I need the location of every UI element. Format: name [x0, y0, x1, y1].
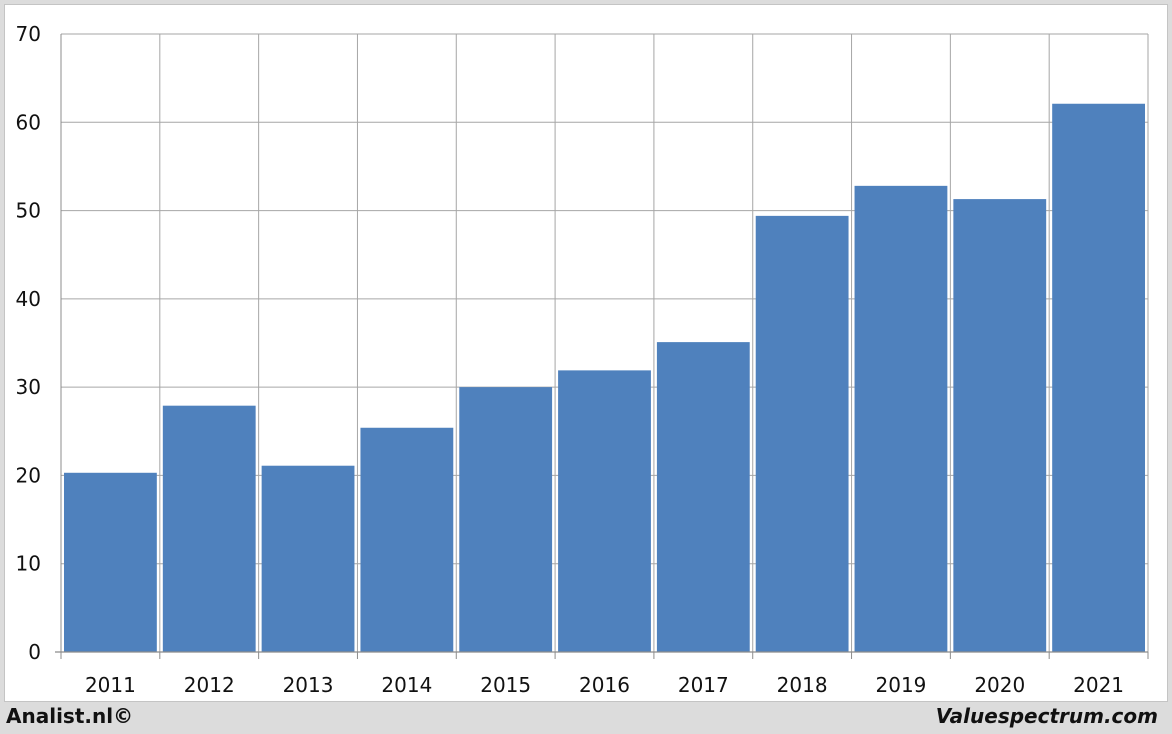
bar: [261, 465, 355, 652]
bar: [459, 387, 553, 652]
bar: [854, 185, 948, 652]
x-tick-label: 2018: [777, 673, 828, 697]
x-tick-label: 2017: [678, 673, 729, 697]
source-credit-left: Analist.nl©: [6, 704, 134, 728]
bar: [558, 370, 651, 652]
x-tick-label: 2011: [85, 673, 136, 697]
y-tick-label: 30: [16, 375, 41, 399]
x-tick-label: 2021: [1073, 673, 1124, 697]
y-tick-label: 70: [16, 22, 41, 46]
y-tick-label: 0: [28, 640, 41, 664]
x-tick-label: 2013: [283, 673, 334, 697]
x-tick-label: 2019: [876, 673, 927, 697]
bar: [360, 427, 454, 652]
bar: [64, 472, 157, 652]
bar-chart: 0 10 20 30 40 50 60 70 2011 2012 2013 2014 2015 2016 2…: [16, 22, 1149, 697]
bar: [656, 342, 750, 652]
bar: [755, 215, 849, 652]
y-tick-label: 20: [16, 463, 41, 487]
x-tick-label: 2016: [579, 673, 630, 697]
y-tick-label: 10: [16, 552, 41, 576]
source-credit-right: Valuespectrum.com: [935, 704, 1158, 728]
x-tick-label: 2012: [184, 673, 235, 697]
y-tick-label: 40: [16, 287, 41, 311]
x-tick-label: 2015: [480, 673, 531, 697]
bar: [1052, 103, 1145, 652]
x-tick-label: 2020: [974, 673, 1025, 697]
x-tick-label: 2014: [381, 673, 432, 697]
bar: [953, 199, 1047, 652]
y-tick-label: 50: [16, 199, 41, 223]
bar: [162, 405, 256, 652]
y-tick-label: 60: [16, 110, 41, 134]
